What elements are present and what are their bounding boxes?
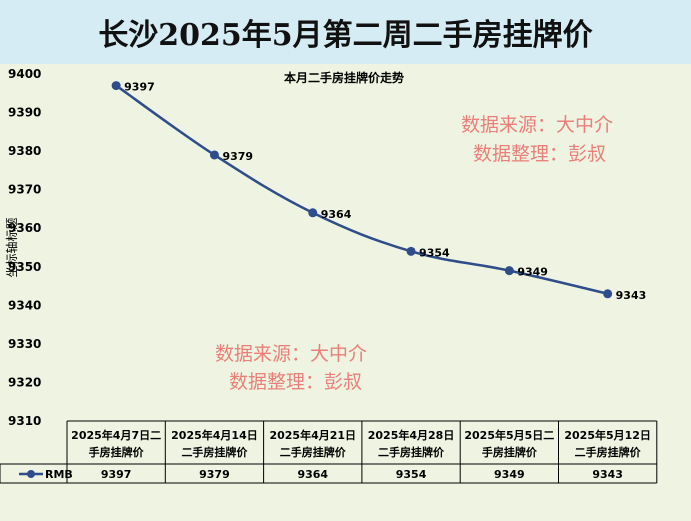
y-tick-label: 9370	[8, 183, 41, 197]
chart-title: 本月二手房挂牌价走势	[284, 70, 404, 85]
x-category-label: 2025年4月28日	[368, 428, 455, 442]
table-value: 9364	[297, 468, 328, 481]
series-line-rmb	[115, 84, 608, 295]
y-tick-label: 9400	[8, 67, 41, 81]
page-title: 长沙2025年5月第二周二手房挂牌价	[0, 0, 691, 65]
x-category-label: 2025年5月12日	[564, 428, 651, 442]
data-label: 9397	[124, 81, 155, 94]
legend-marker	[27, 470, 35, 478]
x-category-label: 二手房挂牌价	[575, 445, 642, 459]
x-category-label: 手房挂牌价	[482, 445, 538, 459]
data-point	[406, 246, 416, 256]
y-tick-label: 9360	[8, 221, 41, 235]
data-point	[308, 208, 318, 218]
x-category-label: 二手房挂牌价	[378, 445, 445, 459]
table-value: 9379	[199, 468, 230, 481]
y-tick-label: 9320	[8, 375, 41, 389]
chart-area: 本月二手房挂牌价走势坐标轴标题 9310 9320 9330 9340 9350 9360 9…	[0, 64, 691, 521]
watermark-author: 数据整理：彭叔	[229, 371, 362, 393]
data-label: 9349	[517, 266, 548, 279]
data-point	[504, 266, 514, 276]
legend-label: RMB	[45, 468, 73, 481]
y-tick-label: 9310	[8, 414, 41, 428]
table-value: 9354	[396, 468, 427, 481]
data-point	[111, 81, 121, 91]
data-point	[603, 289, 613, 299]
table-value: 9343	[592, 468, 623, 481]
y-tick-label: 9390	[8, 106, 41, 120]
y-tick-label: 9330	[8, 337, 41, 351]
x-category-label: 2025年4月7日二	[71, 428, 161, 442]
x-category-label: 2025年4月14日	[171, 428, 258, 442]
y-axis-title: 坐标轴标题	[4, 217, 19, 277]
data-label: 9364	[321, 208, 352, 221]
data-point	[209, 150, 219, 160]
data-label: 9343	[616, 289, 647, 302]
y-tick-label: 9350	[8, 260, 41, 274]
y-tick-label: 9380	[8, 144, 41, 158]
data-label: 9379	[222, 150, 253, 163]
table-value: 9349	[494, 468, 525, 481]
x-category-label: 手房挂牌价	[89, 445, 145, 459]
watermark-source: 数据来源：大中介	[461, 114, 613, 136]
data-label: 9354	[419, 246, 450, 259]
table-value: 9397	[101, 468, 132, 481]
x-category-label: 2025年4月21日	[269, 428, 356, 442]
x-category-label: 二手房挂牌价	[181, 445, 248, 459]
watermark-author: 数据整理：彭叔	[473, 143, 606, 165]
x-category-label: 二手房挂牌价	[280, 445, 347, 459]
x-category-label: 2025年5月5日二	[464, 428, 554, 442]
watermark-source: 数据来源：大中介	[215, 343, 367, 365]
y-tick-label: 9340	[8, 298, 41, 312]
